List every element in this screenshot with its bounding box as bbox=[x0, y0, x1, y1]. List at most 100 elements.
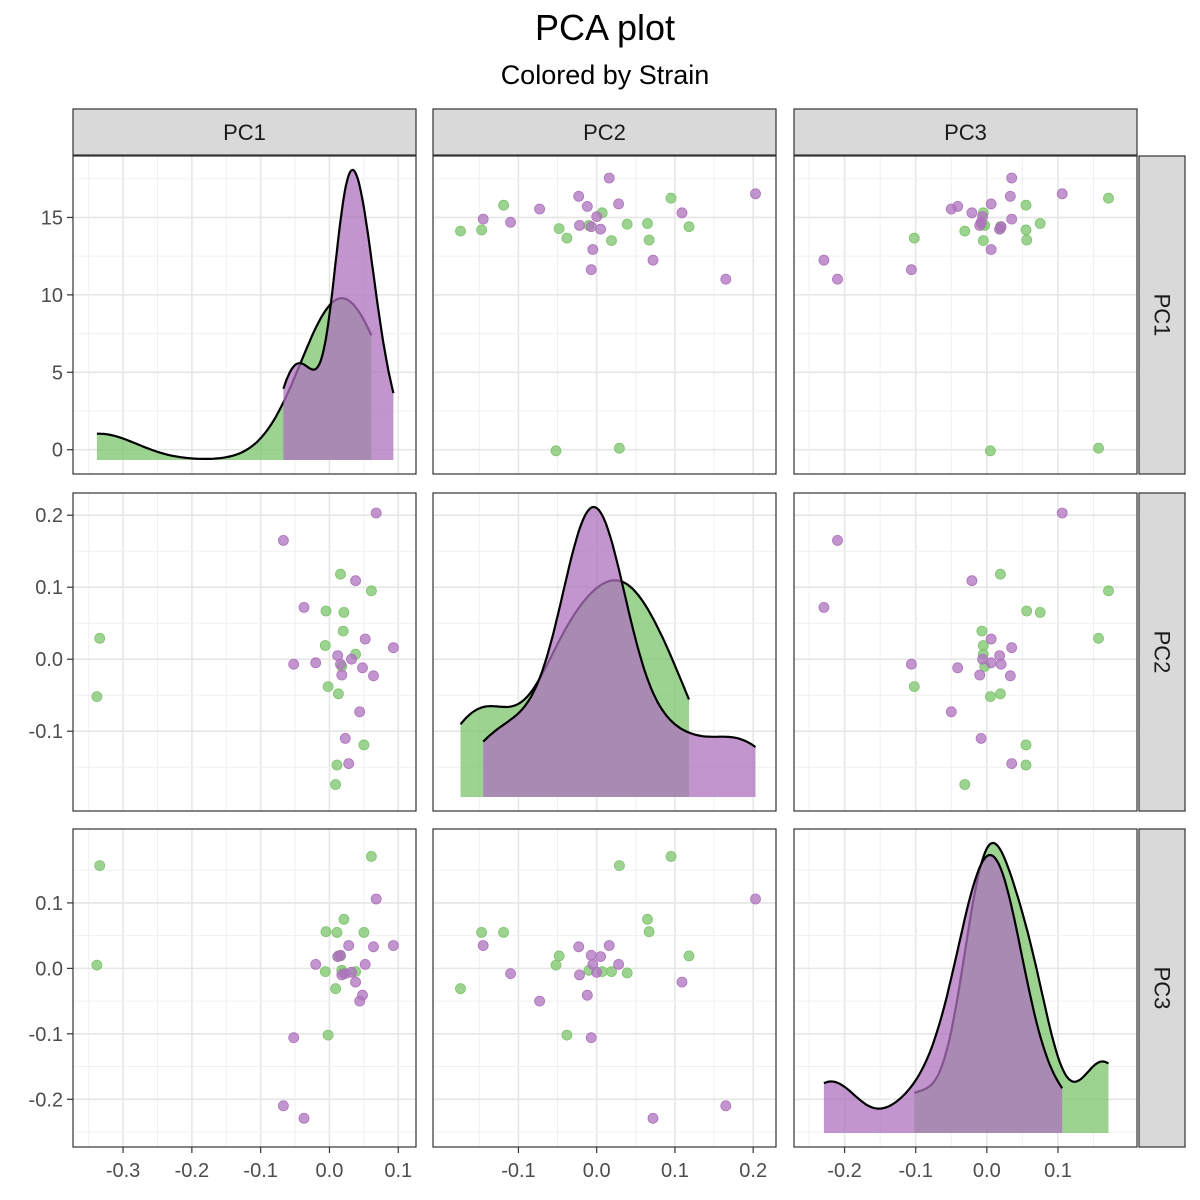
scatter-point bbox=[665, 851, 677, 862]
x-tick-label: -0.2 bbox=[827, 1160, 861, 1182]
scatter-point bbox=[368, 670, 379, 682]
scatter-point bbox=[1006, 213, 1018, 225]
scatter-point bbox=[354, 706, 366, 718]
scatter-point bbox=[966, 207, 978, 219]
scatter-point bbox=[906, 264, 917, 276]
scatter-point bbox=[676, 207, 688, 219]
scatter-point bbox=[974, 669, 986, 681]
scatter-point bbox=[358, 739, 370, 751]
scatter-point bbox=[505, 968, 517, 979]
scatter-point bbox=[561, 232, 573, 244]
scatter-point bbox=[298, 1112, 310, 1124]
x-tick-label: 0.0 bbox=[583, 1160, 611, 1182]
scatter-point bbox=[647, 254, 659, 266]
density-line bbox=[482, 505, 757, 748]
strip-right-label: PC3 bbox=[1150, 967, 1175, 1010]
scatter-point bbox=[832, 273, 843, 285]
panel-border bbox=[793, 155, 1138, 475]
strip-right-label: PC1 bbox=[1150, 294, 1175, 337]
scatter-point bbox=[614, 860, 625, 871]
panel-border bbox=[793, 828, 1138, 1148]
scatter-point bbox=[335, 949, 346, 961]
scatter-point bbox=[477, 213, 489, 225]
scatter-point bbox=[505, 216, 517, 228]
scatter-point bbox=[995, 568, 1006, 580]
scatter-point bbox=[908, 232, 920, 244]
scatter-point bbox=[750, 188, 761, 200]
scatter-point bbox=[1020, 739, 1032, 751]
scatter-point bbox=[585, 264, 597, 276]
scatter-point bbox=[574, 969, 585, 981]
scatter-point bbox=[750, 893, 761, 905]
scatter-point bbox=[338, 607, 350, 618]
y-tick-label: 15 bbox=[41, 207, 63, 229]
panel-border bbox=[432, 828, 777, 1148]
scatter-point bbox=[591, 966, 603, 978]
scatter-point bbox=[573, 941, 585, 953]
scatter-point bbox=[534, 995, 545, 1007]
scatter-point bbox=[676, 976, 688, 988]
scatter-point bbox=[359, 959, 371, 970]
scatter-point bbox=[621, 218, 633, 230]
chart-title: PCA plot bbox=[535, 7, 675, 48]
scatter-point bbox=[1103, 192, 1114, 204]
scatter-point bbox=[985, 691, 996, 702]
scatter-point bbox=[585, 221, 597, 233]
x-tick-label: 0.2 bbox=[739, 1160, 767, 1182]
scatter-point bbox=[581, 989, 593, 1001]
strip-top-pc3 bbox=[793, 108, 1138, 156]
scatter-point bbox=[476, 927, 488, 938]
scatter-point bbox=[368, 941, 379, 953]
scatter-point bbox=[553, 950, 565, 962]
scatter-point bbox=[335, 658, 346, 670]
scatter-point bbox=[1103, 585, 1114, 597]
scatter-point bbox=[595, 951, 606, 962]
scatter-point bbox=[319, 640, 331, 651]
panel-border bbox=[72, 828, 417, 1148]
scatter-point bbox=[1006, 642, 1018, 654]
scatter-point bbox=[94, 632, 106, 644]
scatter-point bbox=[581, 200, 593, 212]
strip-top-pc2 bbox=[432, 108, 777, 156]
scatter-point bbox=[606, 235, 617, 247]
scatter-point bbox=[1020, 224, 1032, 236]
y-tick-label: 0 bbox=[52, 440, 63, 462]
panel-pc2-vs-pc2 bbox=[432, 492, 777, 812]
y-tick-label: 0.1 bbox=[35, 893, 63, 915]
panel-pc3-vs-pc2 bbox=[432, 828, 777, 1148]
plot-area: PC1 PC2 PC3 PC1 PC2 PC3 0 5 10 15 -0.1 0.0 0.1 0.2 -0.… bbox=[29, 108, 1186, 1182]
scatter-point bbox=[322, 1029, 334, 1041]
density-line bbox=[282, 168, 395, 394]
strip-right-label: PC2 bbox=[1150, 631, 1175, 674]
scatter-point bbox=[1004, 670, 1016, 682]
scatter-point bbox=[455, 225, 466, 237]
scatter-point bbox=[647, 1112, 659, 1124]
x-tick-label: 0.1 bbox=[1044, 1160, 1072, 1182]
scatter-point bbox=[455, 983, 466, 995]
scatter-point bbox=[336, 669, 348, 681]
scatter-point bbox=[350, 575, 362, 587]
panel-pc1-vs-pc3 bbox=[793, 155, 1138, 475]
panel-border bbox=[793, 492, 1138, 812]
panel-background bbox=[73, 493, 416, 811]
panel-border bbox=[72, 492, 417, 812]
panel-border bbox=[432, 492, 777, 812]
scatter-point bbox=[330, 983, 342, 995]
scatter-point bbox=[346, 966, 357, 978]
scatter-point bbox=[498, 927, 510, 938]
scatter-point bbox=[985, 244, 997, 255]
scatter-point bbox=[288, 658, 300, 670]
scatter-point bbox=[952, 200, 964, 212]
scatter-point bbox=[338, 913, 350, 925]
scatter-point bbox=[1021, 234, 1033, 246]
scatter-point bbox=[320, 605, 332, 617]
x-tick-label: 0.1 bbox=[661, 1160, 689, 1182]
scatter-point bbox=[995, 221, 1007, 233]
scatter-point bbox=[966, 575, 978, 587]
scatter-point bbox=[337, 625, 349, 637]
panel-pc3-vs-pc3 bbox=[793, 828, 1138, 1148]
scatter-point bbox=[959, 225, 971, 237]
scatter-point bbox=[319, 966, 331, 977]
scatter-point bbox=[332, 688, 344, 700]
scatter-point bbox=[370, 507, 382, 519]
